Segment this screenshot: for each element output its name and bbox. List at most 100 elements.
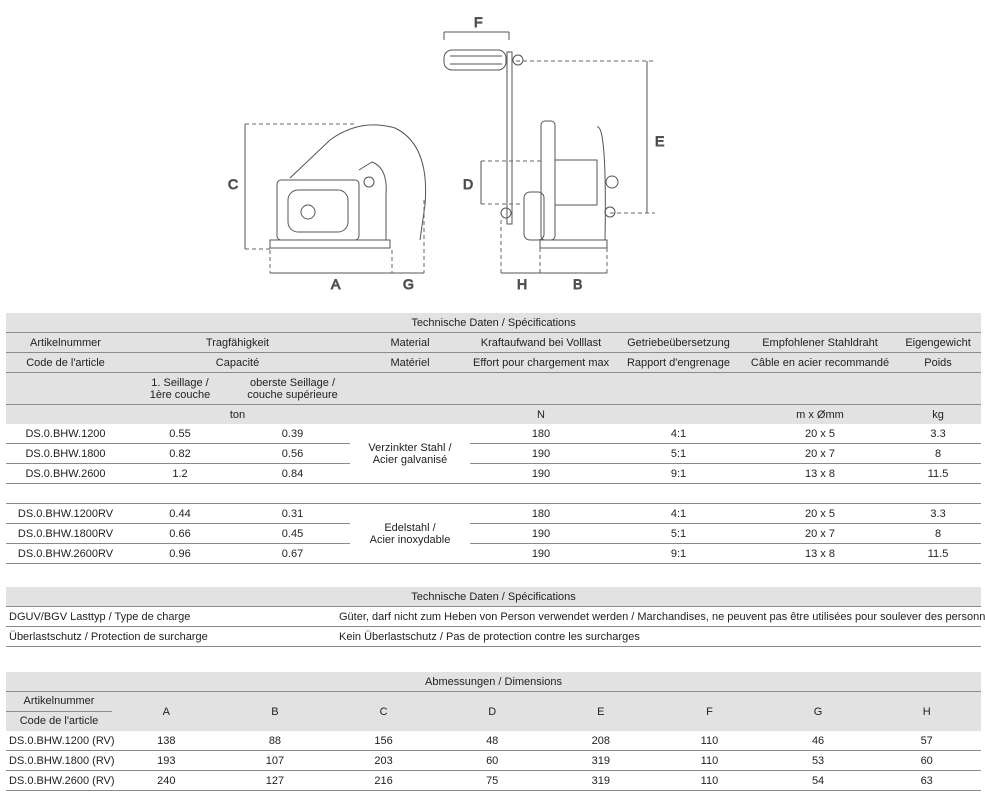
table-cell: 4:1 (612, 503, 745, 524)
table-cell: 208 (546, 731, 656, 751)
table-cell: 54 (763, 770, 873, 791)
table-row: DS.0.BHW.2600RV 0.96 0.67 190 9:1 13 x 8 11.5 (6, 543, 982, 564)
table-cell: 193 (112, 750, 221, 771)
title-row: Technische Daten / Spécifications (6, 587, 982, 607)
table-row: DS.0.BHW.1800 (RV) 193 107 203 60 319 110 53 60 (6, 750, 981, 771)
table-cell: 48 (437, 731, 547, 751)
label-e: E (655, 133, 664, 149)
table-cell: DS.0.BHW.1200 (RV) (6, 731, 115, 751)
tech-specs-table: Technische Daten / Spécifications Artikel… (6, 313, 982, 564)
table-cell (470, 372, 612, 405)
table-cell: 107 (220, 750, 330, 771)
column-header: F (655, 691, 764, 731)
cell-line: Acier galvanisé (372, 453, 448, 466)
cell-line: couche supérieure (247, 388, 338, 401)
column-header: Kraftaufwand bei Volllast (470, 332, 612, 353)
label-g: G (403, 276, 414, 292)
table-cell: 46 (763, 731, 873, 751)
table-cell: 0.67 (235, 543, 350, 564)
table-cell: 0.55 (125, 424, 235, 444)
table-cell: 13 x 8 (745, 463, 895, 484)
table-cell (6, 483, 982, 504)
table-cell: 190 (470, 443, 612, 464)
material-cell: Edelstahl / Acier inoxydable (350, 503, 470, 564)
column-header: Artikelnummer (6, 332, 125, 353)
cell-line: Edelstahl / (384, 521, 436, 534)
cell-line: oberste Seillage / (250, 376, 335, 389)
table-title: Technische Daten / Spécifications (6, 313, 982, 333)
table-cell: 4:1 (612, 424, 745, 444)
table-cell: 20 x 7 (745, 523, 895, 544)
table-cell: DS.0.BHW.1800 (RV) (6, 750, 115, 771)
table-cell (895, 372, 982, 405)
unit: kg (895, 404, 982, 424)
column-header: Empfohlener Stahldraht (745, 332, 895, 353)
table-cell (745, 372, 895, 405)
cell-line: 1. Seillage / (151, 376, 209, 389)
table-cell: 0.44 (125, 503, 235, 524)
table-cell: 240 (112, 770, 221, 791)
label-b: B (573, 276, 582, 292)
table-cell: 190 (470, 463, 612, 484)
spacer-row (6, 483, 982, 504)
table-cell: 180 (470, 424, 612, 444)
table-cell: 127 (220, 770, 330, 791)
table-cell: DS.0.BHW.2600 (RV) (6, 770, 115, 791)
table-cell (6, 404, 125, 424)
table-cell: 3.3 (895, 424, 982, 444)
table-cell: 0.31 (235, 503, 350, 524)
table-cell: 9:1 (612, 543, 745, 564)
column-header: B (220, 691, 330, 731)
table-cell: DS.0.BHW.1800RV (6, 523, 125, 544)
dimensions-table: Abmessungen / Dimensions Artikelnummer Cod… (6, 672, 981, 791)
table-cell: 5:1 (612, 523, 745, 544)
table-cell: 180 (470, 503, 612, 524)
unit: N (470, 404, 612, 424)
spec-label: DGUV/BGV Lasttyp / Type de charge (6, 606, 336, 627)
table-cell: 53 (763, 750, 873, 771)
table-row: DS.0.BHW.1200RV 0.44 0.31 Edelstahl / Acier … (6, 503, 982, 564)
table-cell: 190 (470, 523, 612, 544)
table-cell: 13 x 8 (745, 543, 895, 564)
table-cell (612, 372, 745, 405)
table-cell: DS.0.BHW.1200 (6, 424, 125, 444)
table-row: DS.0.BHW.1200 0.55 0.39 Verzinkter Stahl / A… (6, 424, 982, 484)
header-row-de: Artikelnummer Tragfähigkeit Material Krafta… (6, 332, 982, 353)
table-cell: 60 (872, 750, 981, 771)
unit: ton (125, 404, 350, 424)
table-cell: 1.2 (125, 463, 235, 484)
table-cell: 0.96 (125, 543, 235, 564)
column-header: Câble en acier recommandé (745, 352, 895, 373)
spec-value: Güter, darf nicht zum Heben von Person v… (336, 606, 985, 627)
title-row: Abmessungen / Dimensions (6, 672, 981, 692)
subheader: 1. Seillage /1ère couche (125, 372, 235, 405)
column-header: D (437, 691, 547, 731)
table-cell: 57 (872, 731, 981, 751)
label-d: D (463, 176, 473, 192)
table-cell: 11.5 (895, 543, 982, 564)
spec-label: Überlastschutz / Protection de surcharge (6, 626, 336, 647)
cell-line: Verzinkter Stahl / (368, 441, 452, 454)
table-row: Überlastschutz / Protection de surcharge… (6, 626, 982, 647)
table-cell: 0.56 (235, 443, 350, 464)
table-cell: 20 x 5 (745, 424, 895, 444)
column-header: Matériel (350, 352, 470, 373)
table-cell: 20 x 7 (745, 443, 895, 464)
table-title: Abmessungen / Dimensions (6, 672, 981, 692)
table-cell: 60 (437, 750, 547, 771)
table-cell: 319 (546, 750, 656, 771)
header-row-fr: Code de l'article Capacité Matériel Effort … (6, 352, 982, 373)
title-row: Technische Daten / Spécifications (6, 313, 982, 333)
column-header: Rapport d'engrenage (612, 352, 745, 373)
column-header-line: Artikelnummer (6, 692, 112, 712)
table-cell: 110 (655, 731, 764, 751)
column-header: Material (350, 332, 470, 353)
table-cell: DS.0.BHW.1200RV (6, 503, 125, 524)
unit: m x Ømm (745, 404, 895, 424)
table-cell: 110 (655, 770, 764, 791)
tech-specs-table-2: Technische Daten / Spécifications DGUV/BG… (6, 587, 985, 647)
